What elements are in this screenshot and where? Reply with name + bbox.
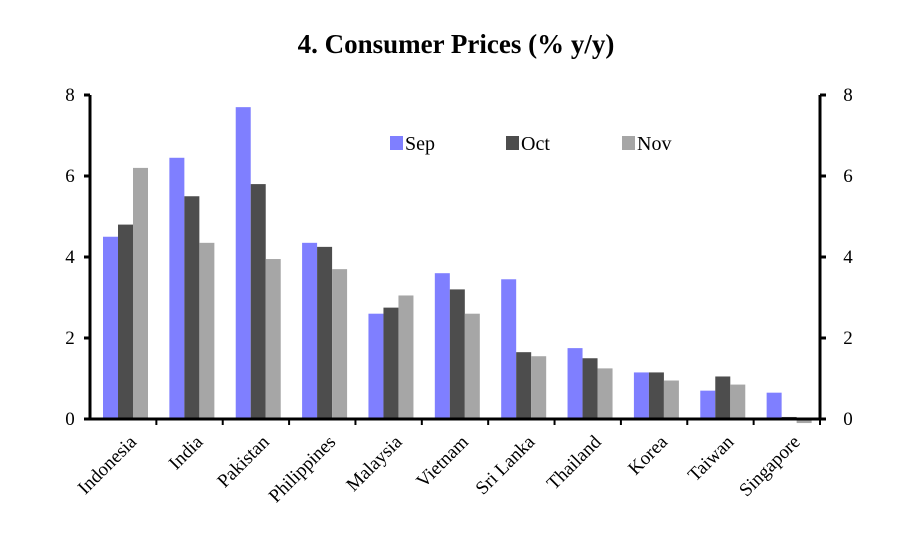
x-category-label: Korea bbox=[624, 431, 672, 479]
bar-nov-indonesia bbox=[133, 167, 148, 419]
bar-sep-korea bbox=[633, 372, 649, 419]
bar-oct-indonesia bbox=[118, 224, 133, 419]
y-tick-label-left: 2 bbox=[65, 328, 75, 349]
y-tick-label-left: 8 bbox=[65, 85, 75, 106]
bar-nov-pakistan bbox=[265, 259, 281, 419]
chart-title: 4. Consumer Prices (% y/y) bbox=[298, 29, 615, 59]
legend: Sep Oct Nov bbox=[390, 133, 671, 155]
bar-oct-taiwan bbox=[715, 376, 731, 419]
x-category-label: India bbox=[165, 431, 208, 474]
x-category-label: Indonesia bbox=[74, 431, 141, 498]
bar-oct-korea bbox=[648, 372, 664, 419]
x-category-label: Malaysia bbox=[342, 431, 406, 495]
bar-sep-vietnam bbox=[434, 273, 450, 419]
bar-oct-malaysia bbox=[383, 307, 399, 419]
bar-nov-taiwan bbox=[730, 384, 746, 419]
x-category-label: Pakistan bbox=[213, 431, 274, 492]
bar-oct-india bbox=[184, 196, 200, 419]
y-tick-label-left: 0 bbox=[65, 409, 75, 430]
bar-sep-singapore bbox=[766, 392, 782, 419]
legend-swatch-oct bbox=[506, 136, 519, 150]
bar-nov-korea bbox=[663, 380, 679, 419]
bars bbox=[103, 107, 812, 424]
bar-nov-singapore bbox=[796, 419, 812, 424]
legend-swatch-nov bbox=[622, 136, 635, 150]
bar-nov-thailand bbox=[597, 368, 613, 419]
bar-sep-pakistan bbox=[235, 107, 251, 420]
legend-label-oct: Oct bbox=[521, 133, 550, 155]
bar-oct-thailand bbox=[582, 358, 598, 419]
y-tick-label-right: 4 bbox=[843, 247, 853, 268]
bar-sep-thailand bbox=[567, 348, 583, 419]
bar-sep-taiwan bbox=[700, 390, 716, 419]
bar-nov-malaysia bbox=[398, 295, 414, 419]
legend-swatch-sep bbox=[390, 136, 403, 150]
bar-nov-india bbox=[199, 242, 215, 419]
bar-nov-philippines bbox=[332, 269, 348, 419]
bar-sep-india bbox=[169, 157, 185, 419]
bar-sep-philippines bbox=[302, 242, 318, 419]
bar-oct-vietnam bbox=[449, 289, 465, 419]
bar-nov-vietnam bbox=[464, 313, 480, 419]
y-tick-label-right: 0 bbox=[843, 409, 853, 430]
bar-oct-sri-lanka bbox=[516, 352, 532, 419]
y-tick-label-left: 6 bbox=[65, 166, 75, 187]
x-category-label: Sri Lanka bbox=[472, 431, 540, 499]
bar-sep-indonesia bbox=[103, 236, 118, 419]
x-category-label: Vietnam bbox=[413, 432, 473, 492]
legend-label-nov: Nov bbox=[637, 133, 671, 155]
bar-nov-sri-lanka bbox=[531, 356, 547, 419]
bar-oct-pakistan bbox=[250, 184, 266, 419]
bar-sep-malaysia bbox=[368, 313, 384, 419]
x-category-label: Taiwan bbox=[684, 431, 739, 486]
x-category-label: Singapore bbox=[735, 432, 804, 501]
y-tick-label-left: 4 bbox=[65, 247, 75, 268]
legend-label-sep: Sep bbox=[405, 133, 435, 155]
y-tick-label-right: 6 bbox=[843, 166, 853, 187]
bar-oct-philippines bbox=[317, 246, 333, 419]
bar-sep-sri-lanka bbox=[501, 279, 517, 419]
x-category-label: Philippines bbox=[265, 432, 340, 507]
y-tick-label-right: 2 bbox=[843, 328, 853, 349]
y-tick-label-right: 8 bbox=[843, 85, 853, 106]
x-category-label: Thailand bbox=[543, 431, 606, 494]
